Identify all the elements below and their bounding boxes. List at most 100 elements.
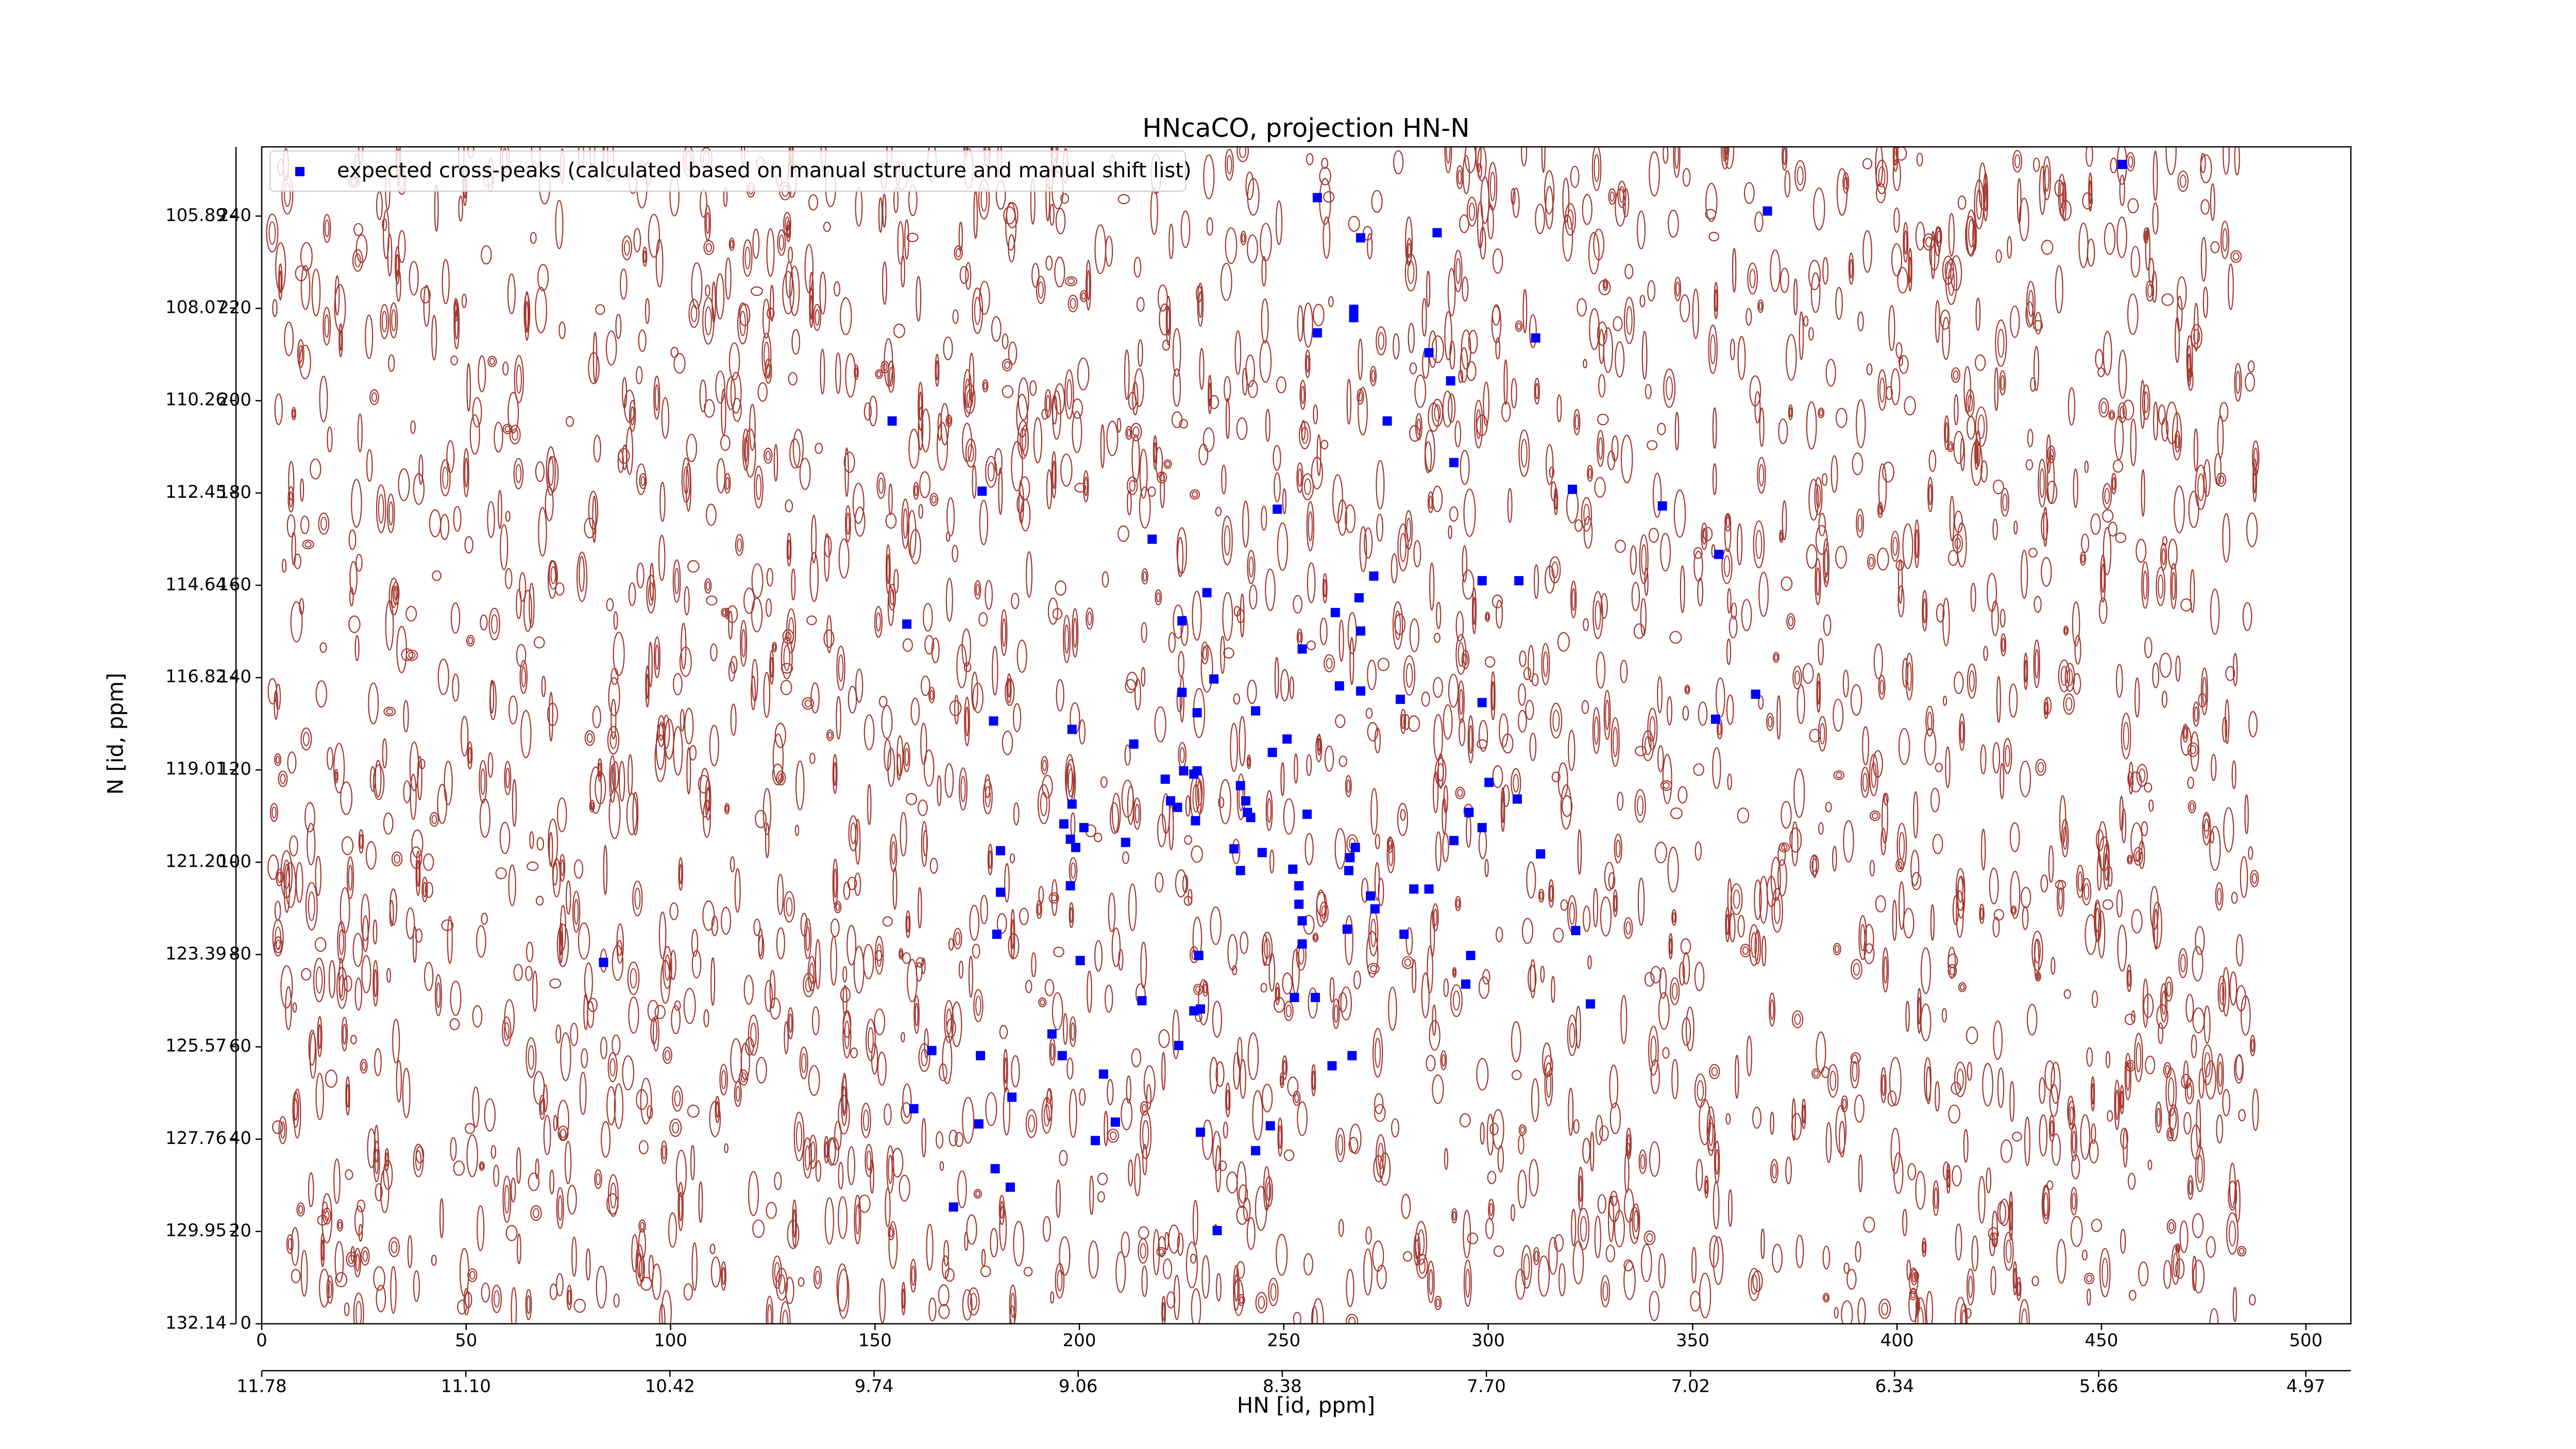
contour	[490, 1145, 497, 1159]
contour	[1020, 499, 1031, 532]
contour	[1581, 497, 1592, 532]
contour	[351, 479, 362, 528]
contour	[1440, 1050, 1447, 1071]
contour	[1887, 1090, 1897, 1107]
contour	[2182, 723, 2189, 743]
contour	[560, 859, 565, 877]
contour	[2078, 223, 2089, 268]
contour	[2134, 677, 2140, 718]
contour	[848, 815, 858, 852]
y2-tick-label: 127.76	[165, 1128, 227, 1149]
contour	[1818, 822, 1824, 835]
contour	[1947, 1169, 1950, 1188]
contour	[2152, 901, 2163, 949]
contour	[765, 450, 771, 461]
contour	[1953, 431, 1964, 464]
contour	[1060, 453, 1073, 487]
contour	[855, 668, 863, 703]
contour	[1949, 495, 1955, 542]
contour	[500, 524, 509, 570]
contour	[957, 1170, 967, 1208]
contour	[1772, 1243, 1783, 1273]
contour	[1855, 1241, 1861, 1262]
contour	[1592, 591, 1603, 639]
contour	[1108, 892, 1116, 933]
contour	[996, 913, 1007, 934]
x-tick-label: 450	[2084, 1330, 2118, 1351]
contour	[373, 1266, 385, 1291]
contour	[472, 397, 482, 428]
contour	[1053, 947, 1064, 957]
contour	[1191, 1288, 1201, 1324]
contour	[815, 939, 821, 989]
contour	[1773, 897, 1781, 924]
contour	[1770, 856, 1781, 901]
contour	[1758, 301, 1763, 311]
contour	[906, 958, 918, 1003]
contour	[999, 1201, 1004, 1220]
contour	[719, 1064, 728, 1096]
contour	[1567, 209, 1574, 230]
contour	[1879, 377, 1885, 403]
contour	[1168, 632, 1176, 653]
contour	[1462, 276, 1469, 302]
contour	[1633, 623, 1645, 639]
contour	[469, 1271, 476, 1280]
contour	[1241, 233, 1246, 243]
contour	[1794, 160, 1806, 192]
contour	[378, 494, 384, 524]
contour	[937, 775, 942, 806]
contour	[887, 586, 894, 627]
contour	[1484, 858, 1489, 878]
contour	[1952, 895, 1959, 925]
contour	[1960, 1303, 1968, 1324]
contour	[1428, 402, 1439, 432]
contour	[556, 1187, 564, 1229]
contour	[863, 943, 874, 980]
contour	[1477, 201, 1484, 249]
cross-peak	[1477, 698, 1487, 707]
contour	[2119, 796, 2124, 832]
contour	[1448, 673, 1459, 708]
contour	[1898, 356, 1903, 366]
contour	[2166, 981, 2172, 997]
contour	[1972, 221, 1977, 251]
contour	[315, 680, 328, 708]
contour	[2117, 402, 2127, 423]
contour	[1605, 699, 1609, 730]
contour	[549, 692, 553, 742]
contour	[1003, 206, 1016, 225]
contour	[2111, 473, 2117, 495]
contour	[388, 1237, 400, 1257]
contour	[2087, 239, 2095, 267]
contour	[1552, 710, 1560, 732]
contour	[674, 1090, 681, 1107]
contour	[982, 779, 993, 815]
contour	[1594, 716, 1599, 745]
contour	[1006, 202, 1019, 229]
contour	[1608, 188, 1617, 205]
contour	[1006, 673, 1012, 704]
contour	[502, 361, 509, 376]
contour	[1947, 267, 1955, 296]
contour	[1051, 879, 1058, 916]
contour	[1478, 720, 1488, 752]
contour	[789, 438, 801, 469]
contour	[465, 1123, 476, 1134]
contour	[767, 1304, 772, 1324]
contour	[1072, 608, 1079, 658]
contour	[2210, 588, 2220, 635]
contour	[405, 605, 417, 622]
contour	[1358, 386, 1368, 436]
contour	[279, 271, 282, 294]
contour	[1792, 666, 1802, 689]
contour	[1503, 359, 1508, 406]
contour	[1166, 1291, 1176, 1309]
contour	[2003, 738, 2012, 774]
contour	[1568, 730, 1575, 771]
contour	[1040, 999, 1045, 1006]
contour	[1945, 258, 1958, 305]
contour	[2174, 316, 2180, 363]
contour	[1626, 1134, 1631, 1154]
contour	[287, 486, 295, 513]
